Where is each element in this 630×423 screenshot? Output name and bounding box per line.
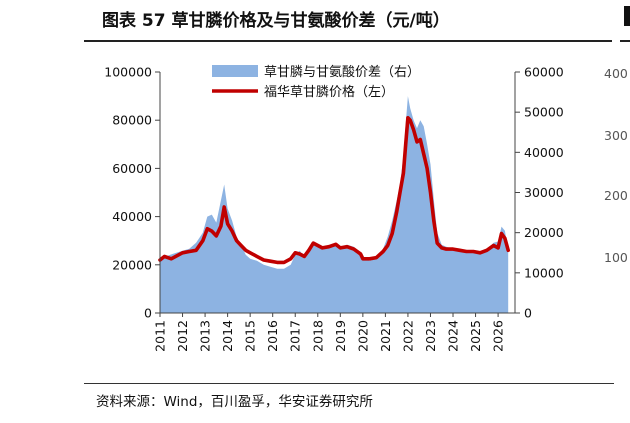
x-tick-label: 2013 [198,320,213,352]
left-tick-label: 60000 [112,161,152,176]
figure-title: 图表 57 草甘膦价格及与甘氨酸价差（元/吨） [102,11,450,31]
left-tick-label: 0 [144,306,152,321]
x-tick-label: 2017 [288,320,303,352]
neighbor-tick-label: 100 [604,250,628,265]
x-tick-label: 2024 [446,320,461,352]
right-tick-label: 60000 [524,65,564,80]
x-tick-label: 2019 [333,320,348,352]
x-tick-label: 2026 [491,320,506,352]
right-tick-label: 30000 [524,185,564,200]
left-tick-label: 80000 [112,113,152,128]
right-tick-label: 10000 [524,265,564,280]
neighbor-tick-label: 400 [604,66,628,81]
neighbor-panel: 400 300 200 100 [604,66,628,265]
left-tick-label: 100000 [104,65,152,80]
source-note: 资料来源：Wind，百川盈孚，华安证券研究所 [96,394,373,410]
neighbor-tick-label: 300 [604,128,628,143]
x-tick-label: 2015 [243,320,258,352]
neighbor-title-fragment [624,6,630,26]
spread-area-layer [160,96,509,313]
x-tick-label: 2011 [153,320,168,352]
right-tick-label: 20000 [524,225,564,240]
right-tick-label: 0 [524,306,532,321]
right-tick-label: 40000 [524,145,564,160]
x-tick-label: 2012 [175,320,190,352]
tick-labels-layer: 0 20000 40000 60000 80000 100000 0 10000 20000 30… [104,65,564,352]
left-tick-label: 40000 [112,209,152,224]
x-tick-label: 2025 [468,320,483,352]
neighbor-title-divider [620,40,630,42]
legend: 草甘膦与甘氨酸价差（右） 福华草甘膦价格（左） [212,65,420,100]
legend-label: 草甘膦与甘氨酸价差（右） [264,65,420,80]
neighbor-tick-label: 200 [604,188,628,203]
legend-swatch-spread [212,65,258,77]
left-tick-label: 20000 [112,257,152,272]
x-tick-label: 2020 [355,320,370,352]
axes-layer [155,71,520,317]
x-tick-label: 2023 [423,320,438,352]
right-tick-label: 50000 [524,105,564,120]
x-tick-label: 2016 [265,320,280,352]
legend-label: 福华草甘膦价格（左） [264,84,394,100]
price-line-layer [158,116,510,265]
source-divider [84,383,614,384]
price-line-series [158,116,510,265]
title-divider [84,40,612,42]
x-tick-label: 2018 [310,320,325,352]
x-tick-label: 2014 [220,320,235,352]
spread-area-series [160,96,509,313]
x-tick-label: 2021 [378,320,393,352]
x-tick-label: 2022 [400,320,415,352]
